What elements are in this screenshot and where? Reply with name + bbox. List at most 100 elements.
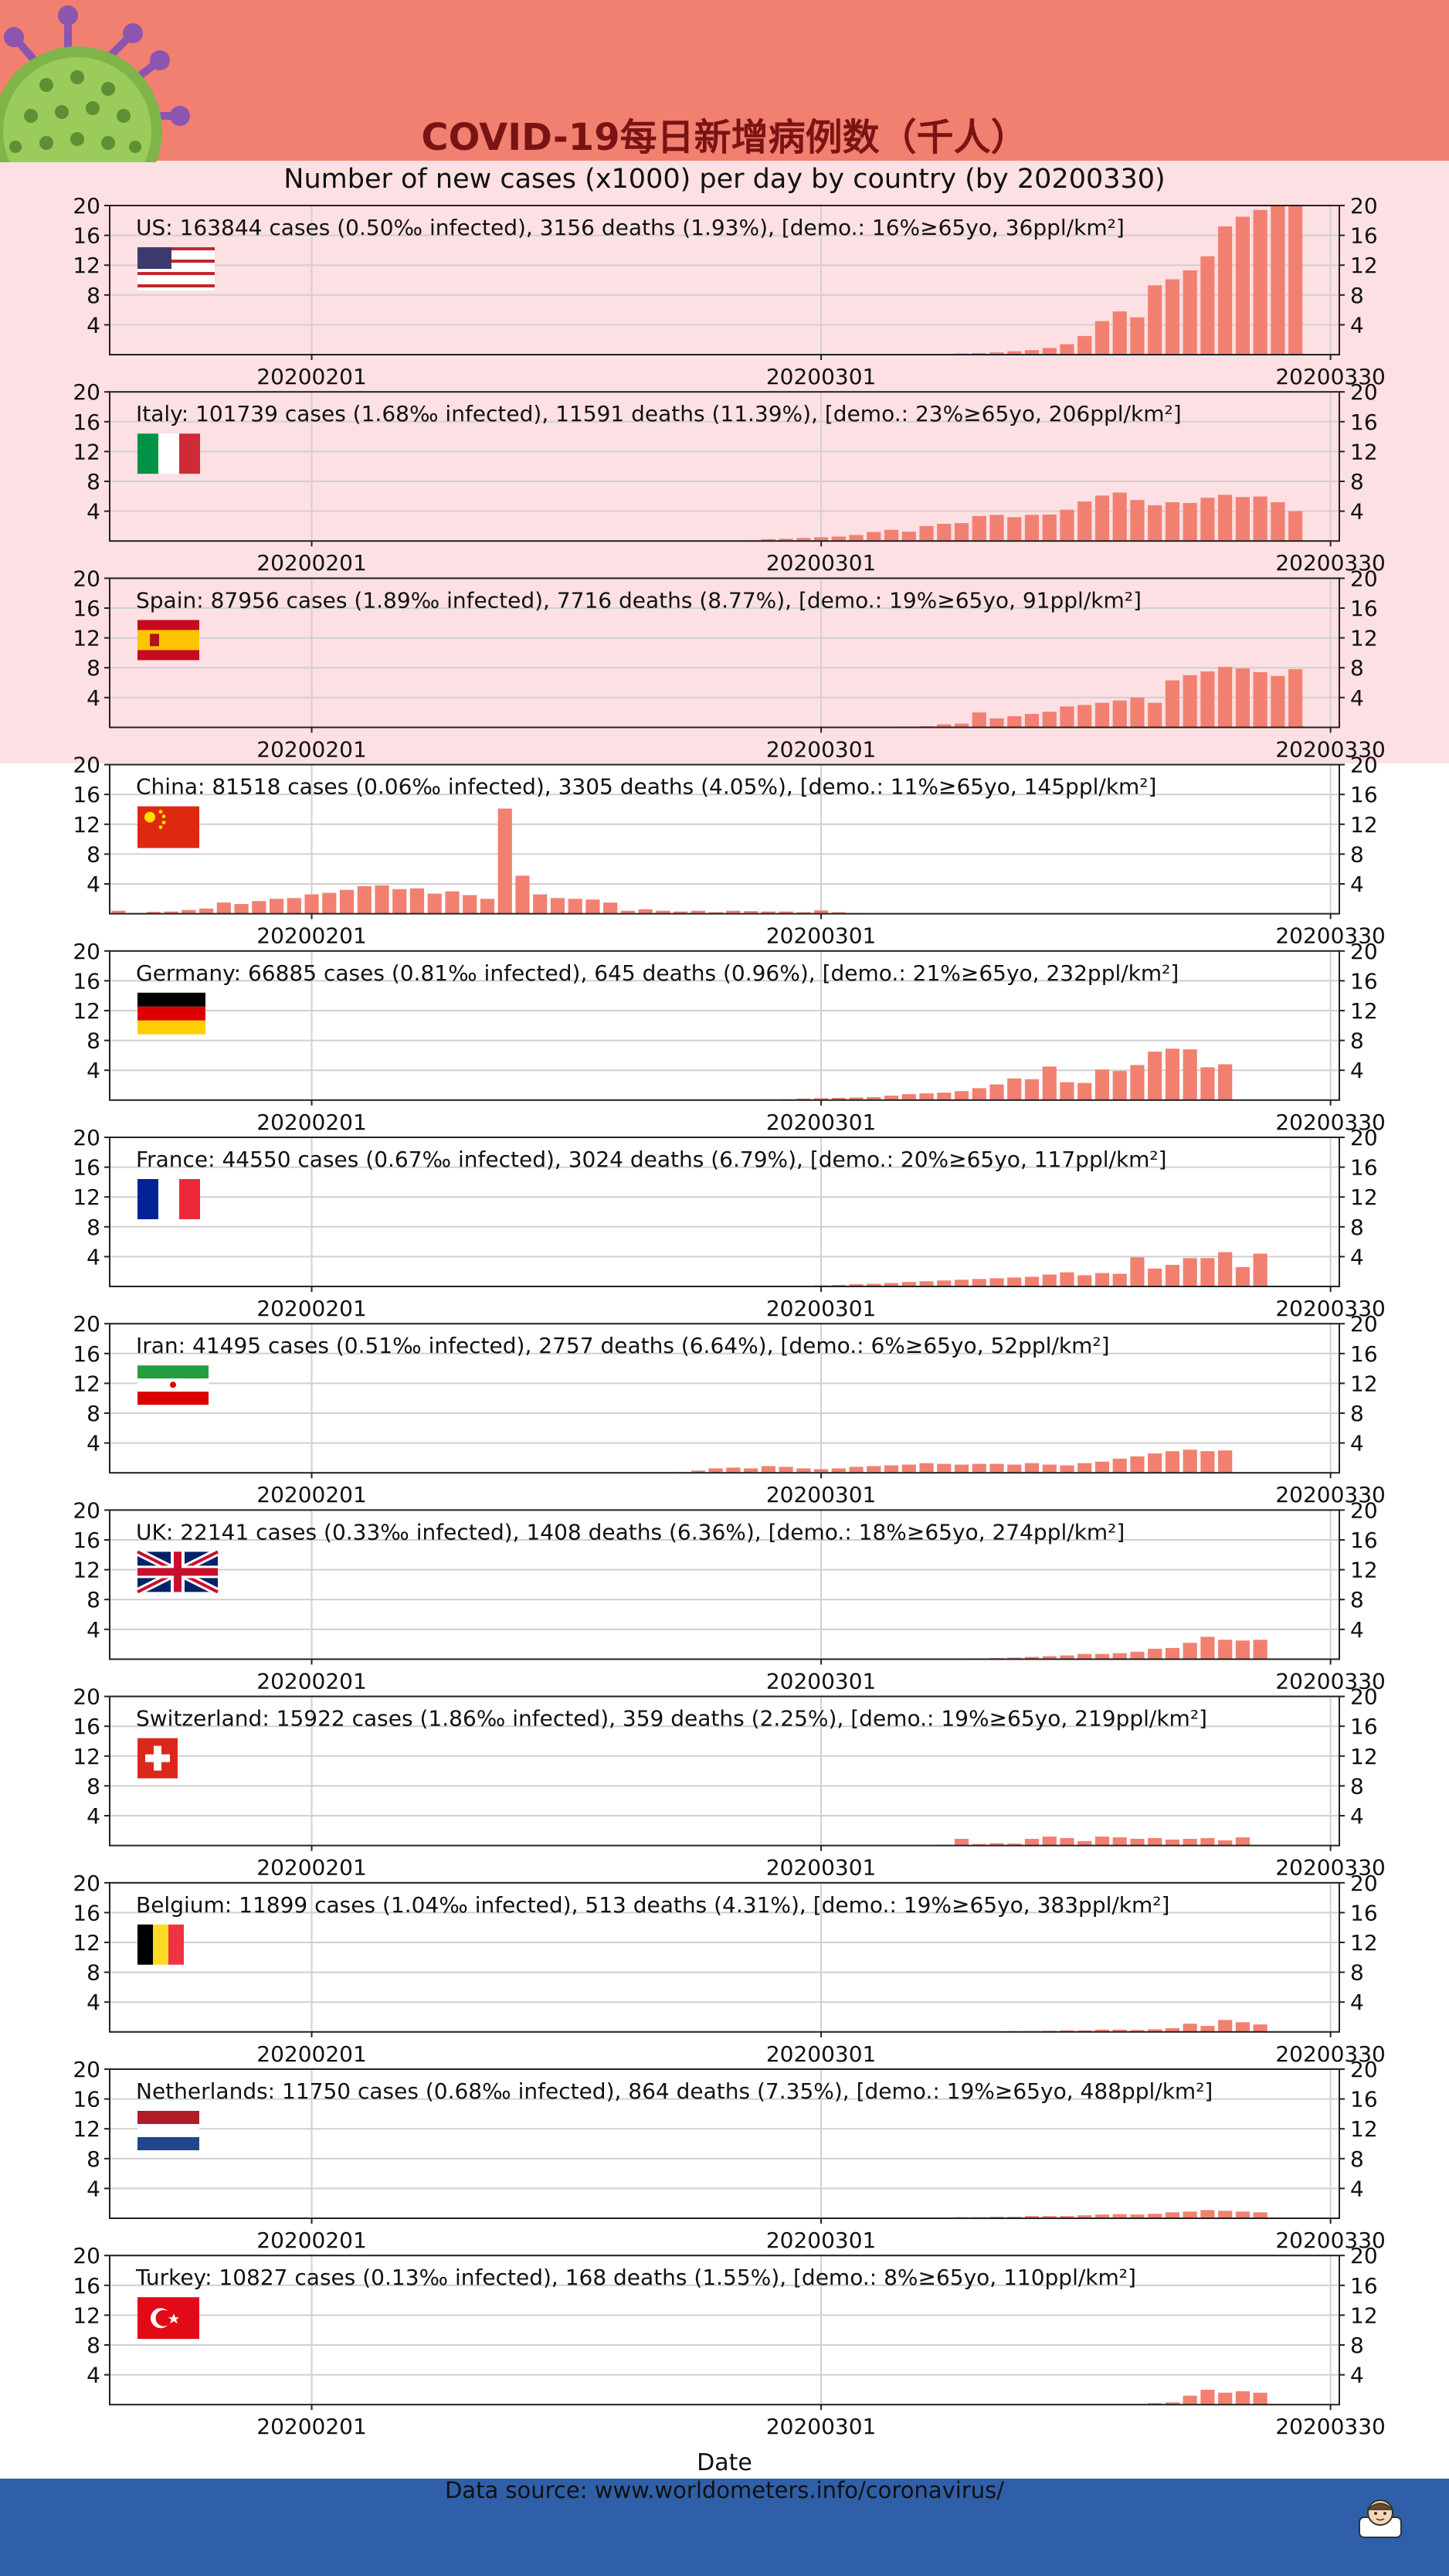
x-tick-label: 20200201 (256, 736, 367, 762)
x-tick-label: 20200330 (1275, 2414, 1386, 2439)
y-tick-label: 16 (1350, 596, 1378, 621)
x-tick-label: 20200201 (256, 2228, 367, 2253)
bar (1130, 500, 1145, 542)
y-tick-label: 12 (73, 439, 100, 464)
bar (1183, 1643, 1197, 1660)
x-tick-label: 20200301 (766, 1855, 877, 1881)
bar (1235, 2022, 1250, 2032)
bar (1077, 1082, 1092, 1100)
x-tick-label: 20200330 (1275, 364, 1386, 389)
chart-panel: 4 4 8 8 12 12 16 16 20 20 20200201 20200301 20200330… (73, 379, 1386, 576)
y-tick-label: 16 (1350, 1528, 1378, 1553)
x-tick-label: 20200330 (1275, 1855, 1386, 1881)
y-tick-label: 12 (1350, 1744, 1378, 1769)
bar (1094, 1653, 1110, 1660)
panel-annotation: Belgium: 11899 cases (1.04‰ infected), 5… (136, 1892, 1169, 1918)
panel-annotation: Switzerland: 15922 cases (1.86‰ infected… (136, 1706, 1207, 1731)
bar (1024, 1657, 1040, 1660)
bar (761, 539, 775, 542)
y-tick-label: 4 (1350, 1617, 1364, 1643)
y-tick-label: 4 (1350, 499, 1364, 525)
bar (1024, 714, 1040, 728)
bar (1165, 1451, 1180, 1473)
bar (972, 515, 986, 542)
chart-panel: 4 4 8 8 12 12 16 16 20 20 20200201 20200301 20200330… (73, 1684, 1386, 1881)
y-tick-label: 16 (73, 2087, 100, 2112)
plot-frame (109, 1509, 1340, 1660)
bar (1094, 1273, 1110, 1286)
panel-annotation: Germany: 66885 cases (0.81‰ infected), 6… (136, 960, 1179, 986)
flag-fr-icon (137, 1179, 200, 1219)
bar (972, 1088, 986, 1100)
bar (989, 1463, 1004, 1473)
plot-frame (109, 1323, 1340, 1474)
bar (1077, 335, 1092, 355)
plot-frame (109, 763, 1340, 915)
bar (216, 902, 231, 914)
bar (568, 899, 582, 914)
y-tick-label: 8 (87, 1960, 100, 1986)
bar (480, 899, 495, 914)
y-tick-label: 12 (1350, 1930, 1378, 1956)
y-tick-label: 20 (73, 753, 100, 778)
y-tick-label: 20 (73, 379, 100, 405)
y-tick-label: 8 (1350, 841, 1364, 867)
bar (1112, 2029, 1127, 2032)
bar (831, 1468, 846, 1473)
y-tick-label: 4 (1350, 2363, 1364, 2388)
bar (849, 1284, 864, 1286)
plot-frame (109, 2255, 1340, 2406)
bar (954, 1280, 969, 1286)
x-tick-label: 20200301 (766, 550, 877, 576)
bar (1094, 702, 1110, 728)
y-tick-label: 20 (1350, 939, 1378, 964)
bar (849, 1097, 864, 1100)
bar (989, 718, 1004, 728)
y-tick-label: 8 (87, 2333, 100, 2358)
y-tick-label: 12 (73, 998, 100, 1024)
y-tick-label: 16 (73, 596, 100, 621)
bar (691, 1470, 705, 1473)
bar (813, 1098, 829, 1100)
bar (1165, 2027, 1180, 2032)
bar (884, 1465, 899, 1473)
bar (1094, 2214, 1110, 2218)
flag-nl-icon (137, 2111, 199, 2150)
x-tick-label: 20200330 (1275, 1296, 1386, 1321)
bar (1218, 1252, 1233, 1286)
bar (779, 539, 793, 542)
bar (831, 536, 846, 542)
bar (1094, 321, 1110, 355)
flag-es-icon (137, 620, 199, 661)
y-tick-label: 4 (1350, 312, 1364, 338)
x-tick-label: 20200301 (766, 2414, 877, 2439)
bar (1218, 1064, 1233, 1100)
y-tick-label: 4 (1350, 685, 1364, 711)
bar (287, 898, 301, 914)
bar (1183, 1049, 1197, 1100)
bar (339, 889, 355, 914)
bar (1183, 502, 1197, 542)
bar (375, 885, 389, 914)
x-tick-label: 20200330 (1275, 550, 1386, 576)
bar (901, 1464, 916, 1473)
y-tick-label: 12 (1350, 439, 1378, 464)
bar (1130, 1838, 1145, 1846)
bar (1183, 675, 1197, 728)
y-tick-label: 12 (73, 2116, 100, 2142)
bar (1218, 1640, 1233, 1660)
x-tick-label: 20200330 (1275, 736, 1386, 762)
bar (1148, 1453, 1162, 1473)
bar (1077, 2215, 1092, 2218)
x-tick-label: 20200330 (1275, 1482, 1386, 1507)
bar (515, 875, 530, 914)
y-tick-label: 8 (1350, 1960, 1364, 1986)
bar (708, 1468, 723, 1473)
bar (867, 1096, 881, 1100)
bar (1094, 2029, 1110, 2032)
y-tick-label: 4 (1350, 1803, 1364, 1829)
bar (1200, 671, 1215, 728)
y-tick-label: 8 (1350, 1028, 1364, 1054)
bar (937, 724, 952, 728)
y-tick-label: 20 (1350, 1684, 1378, 1710)
